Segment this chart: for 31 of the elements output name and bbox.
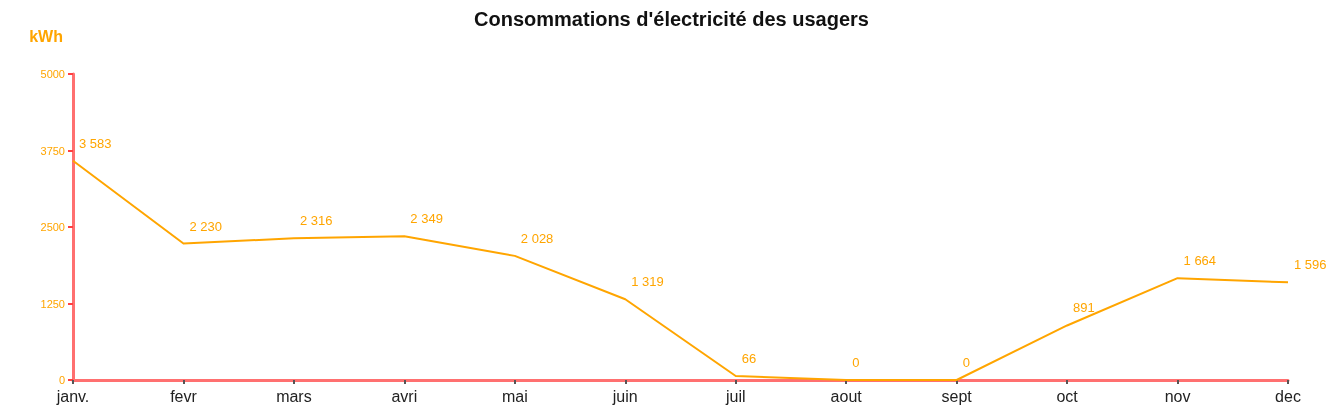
data-label: 891 bbox=[1073, 300, 1095, 316]
data-label: 1 596 bbox=[1294, 257, 1327, 273]
data-label: 2 316 bbox=[299, 213, 333, 229]
y-tick-label: 0 bbox=[58, 374, 65, 386]
x-tick-label: avri bbox=[391, 387, 418, 405]
x-tick-label: dec bbox=[1275, 387, 1301, 405]
data-label: 0 bbox=[852, 355, 860, 370]
y-tick-label: 5000 bbox=[40, 68, 65, 80]
x-tick-label: juil bbox=[724, 387, 746, 405]
y-tick-label: 3750 bbox=[40, 144, 65, 157]
x-tick-label: mars bbox=[276, 387, 312, 405]
data-label: 0 bbox=[962, 355, 970, 370]
data-label: 3 583 bbox=[79, 135, 112, 151]
x-tick-label: sept bbox=[941, 387, 973, 405]
chart-title: Consommations d'électricité des usagers bbox=[474, 8, 869, 30]
x-tick-label: mai bbox=[501, 387, 528, 405]
data-label: 1 319 bbox=[631, 274, 664, 290]
y-tick-label: 1250 bbox=[40, 297, 65, 310]
data-label: 2 349 bbox=[410, 211, 443, 227]
x-tick-label: juin bbox=[611, 387, 638, 405]
data-label: 2 230 bbox=[189, 218, 222, 234]
data-label: 66 bbox=[741, 350, 757, 366]
y-tick-label: 2500 bbox=[40, 221, 65, 233]
x-tick-label: oct bbox=[1056, 387, 1079, 405]
x-tick-label: nov bbox=[1164, 387, 1191, 405]
data-label: 2 028 bbox=[520, 230, 554, 246]
x-tick-label: janv. bbox=[55, 387, 90, 405]
x-tick-label: aout bbox=[830, 387, 863, 405]
x-tick-label: fevr bbox=[170, 387, 198, 405]
y-axis-title: kWh bbox=[29, 27, 63, 45]
data-label: 1 664 bbox=[1183, 253, 1217, 269]
